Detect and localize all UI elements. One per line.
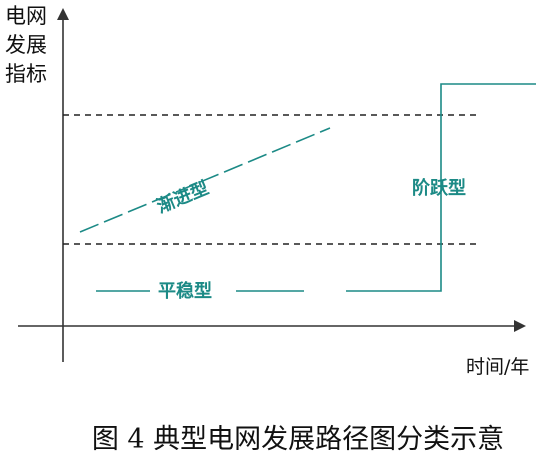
x-axis-label: 时间/年 <box>466 356 529 378</box>
figure-caption: 图 4 典型电网发展路径图分类示意 <box>92 424 504 455</box>
gradual-path-line <box>79 127 331 233</box>
y-axis-label-line-1: 电网 <box>5 4 47 28</box>
y-axis-label-line-2: 发展 <box>5 33 47 57</box>
stable-path-label: 平稳型 <box>158 280 212 302</box>
gradual-path-label: 渐进型 <box>153 177 211 218</box>
step-path-line <box>346 83 536 292</box>
y-axis-label-line-3: 指标 <box>5 62 47 86</box>
step-path-label: 阶跃型 <box>412 177 466 199</box>
